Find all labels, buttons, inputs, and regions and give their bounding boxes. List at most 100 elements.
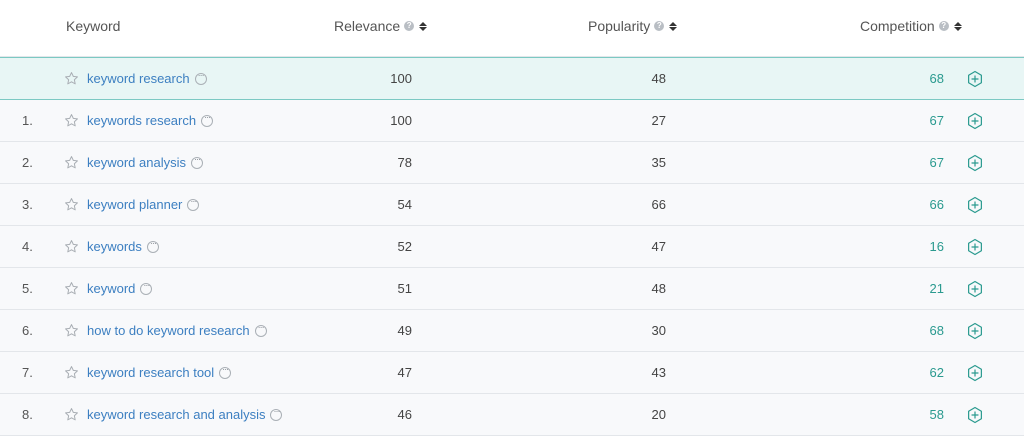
help-icon[interactable]: ?	[654, 21, 665, 31]
sort-icon[interactable]	[419, 21, 428, 31]
row-number: 2.	[22, 155, 33, 170]
popularity-value: 35	[651, 155, 666, 170]
row-number: 7.	[22, 365, 33, 380]
popularity-value: 20	[651, 407, 666, 422]
table-body: keyword research 100 48 68 1. keywords r…	[0, 57, 1024, 436]
table-row: 2. keyword analysis 78 35 67	[0, 142, 1024, 184]
column-header-popularity[interactable]: Popularity ?	[588, 18, 678, 34]
table-row: 4. keywords 52 47 16	[0, 226, 1024, 268]
column-header-relevance[interactable]: Relevance ?	[334, 18, 428, 34]
star-icon[interactable]	[64, 310, 79, 351]
competition-value: 58	[929, 407, 944, 422]
keyword-link[interactable]: keywords research	[87, 113, 197, 128]
more-options-icon[interactable]	[270, 406, 283, 421]
relevance-value: 52	[397, 239, 412, 254]
more-options-icon[interactable]	[219, 364, 232, 379]
row-number: 8.	[22, 407, 33, 422]
popularity-value: 27	[651, 113, 666, 128]
row-number: 5.	[22, 281, 33, 296]
competition-hexagon-icon[interactable]	[966, 268, 984, 309]
keyword-link[interactable]: how to do keyword research	[87, 323, 250, 338]
star-icon[interactable]	[64, 184, 79, 225]
relevance-value: 100	[390, 71, 412, 86]
popularity-value: 30	[651, 323, 666, 338]
competition-hexagon-icon[interactable]	[966, 58, 984, 99]
more-options-icon[interactable]	[254, 322, 267, 337]
competition-hexagon-icon[interactable]	[966, 226, 984, 267]
keyword-link[interactable]: keyword research and analysis	[87, 407, 266, 422]
keyword-cell: keywords	[87, 226, 159, 267]
column-header-keyword-label: Keyword	[66, 18, 121, 34]
more-options-icon[interactable]	[140, 280, 153, 295]
popularity-value: 66	[651, 197, 666, 212]
keyword-cell: how to do keyword research	[87, 310, 267, 351]
table-row: 5. keyword 51 48 21	[0, 268, 1024, 310]
star-icon[interactable]	[64, 58, 79, 99]
relevance-value: 49	[397, 323, 412, 338]
row-number: 3.	[22, 197, 33, 212]
competition-hexagon-icon[interactable]	[966, 352, 984, 393]
keyword-link[interactable]: keyword	[87, 281, 136, 296]
column-header-keyword: Keyword	[66, 18, 120, 34]
competition-hexagon-icon[interactable]	[966, 142, 984, 183]
competition-value: 66	[929, 197, 944, 212]
table-row-seed: keyword research 100 48 68	[0, 57, 1024, 100]
keyword-cell: keyword analysis	[87, 142, 203, 183]
table-row: 3. keyword planner 54 66 66	[0, 184, 1024, 226]
keyword-cell: keyword research and analysis	[87, 394, 283, 435]
keyword-cell: keyword	[87, 268, 153, 309]
keyword-link[interactable]: keyword planner	[87, 197, 183, 212]
keyword-link[interactable]: keywords	[87, 239, 142, 254]
column-header-popularity-label: Popularity	[588, 18, 651, 34]
help-icon[interactable]: ?	[938, 21, 949, 31]
column-header-competition-label: Competition	[860, 18, 935, 34]
relevance-value: 47	[397, 365, 412, 380]
keyword-cell: keyword research	[87, 58, 207, 99]
relevance-value: 51	[397, 281, 412, 296]
more-options-icon[interactable]	[191, 154, 203, 169]
competition-value: 68	[929, 323, 944, 338]
competition-value: 21	[929, 281, 944, 296]
relevance-value: 46	[397, 407, 412, 422]
column-header-relevance-label: Relevance	[334, 18, 401, 34]
popularity-value: 47	[651, 239, 666, 254]
help-icon[interactable]: ?	[404, 21, 415, 31]
keyword-link[interactable]: keyword analysis	[87, 155, 186, 170]
star-icon[interactable]	[64, 394, 79, 435]
sort-icon[interactable]	[953, 21, 962, 31]
column-header-competition[interactable]: Competition ?	[860, 18, 962, 34]
star-icon[interactable]	[64, 142, 79, 183]
competition-value: 16	[929, 239, 944, 254]
competition-value: 67	[929, 113, 944, 128]
more-options-icon[interactable]	[201, 112, 214, 127]
star-icon[interactable]	[64, 226, 79, 267]
table-header: Keyword Relevance ? Popularity ? Competi…	[0, 0, 1024, 57]
star-icon[interactable]	[64, 268, 79, 309]
more-options-icon[interactable]	[187, 196, 200, 211]
table-row: 1. keywords research 100 27 67	[0, 100, 1024, 142]
competition-value: 67	[929, 155, 944, 170]
table-row: 8. keyword research and analysis 46 20 5…	[0, 394, 1024, 436]
table-row: 6. how to do keyword research 49 30 68	[0, 310, 1024, 352]
keyword-link[interactable]: keyword research tool	[87, 365, 215, 380]
row-number: 4.	[22, 239, 33, 254]
sort-icon[interactable]	[669, 21, 678, 31]
star-icon[interactable]	[64, 352, 79, 393]
more-options-icon[interactable]	[194, 70, 207, 85]
competition-hexagon-icon[interactable]	[966, 184, 984, 225]
competition-hexagon-icon[interactable]	[966, 310, 984, 351]
keyword-link[interactable]: keyword research	[87, 71, 190, 86]
competition-value: 68	[929, 71, 944, 86]
more-options-icon[interactable]	[146, 238, 159, 253]
popularity-value: 43	[651, 365, 666, 380]
competition-value: 62	[929, 365, 944, 380]
competition-hexagon-icon[interactable]	[966, 394, 984, 435]
star-icon[interactable]	[64, 100, 79, 141]
competition-hexagon-icon[interactable]	[966, 100, 984, 141]
relevance-value: 100	[390, 113, 412, 128]
popularity-value: 48	[651, 281, 666, 296]
row-number: 6.	[22, 323, 33, 338]
popularity-value: 48	[651, 71, 666, 86]
keyword-cell: keyword planner	[87, 184, 200, 225]
